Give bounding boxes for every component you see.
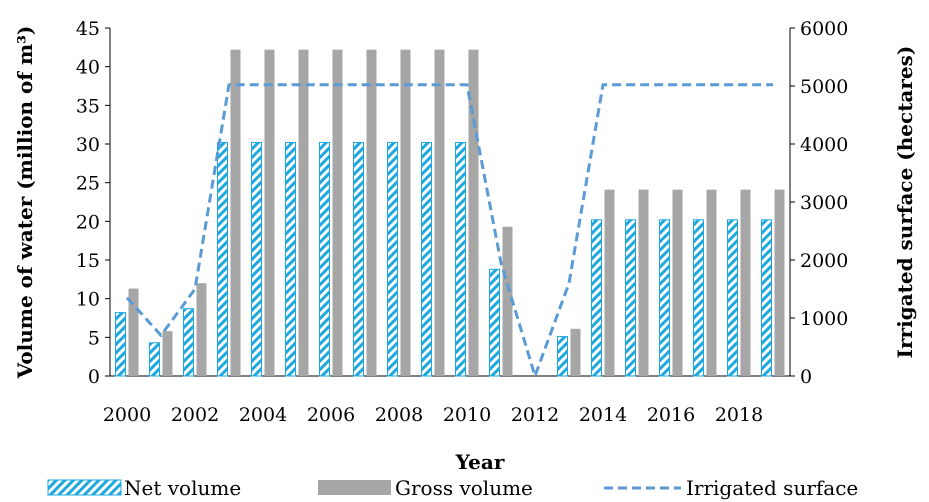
line-series [125, 83, 773, 378]
bar-gross-volume [672, 189, 683, 376]
y-left-tick-label: 0 [88, 366, 100, 388]
x-tick-label: 2008 [375, 404, 423, 426]
y-left-tick-label: 45 [76, 18, 100, 40]
bar-net-volume [659, 219, 670, 377]
bar-net-volume [387, 141, 398, 377]
bar-net-volume [353, 141, 364, 377]
y-left-tick-label: 40 [76, 57, 100, 79]
y-left-tick-label: 35 [76, 95, 100, 117]
x-tick-label: 2000 [103, 404, 151, 426]
y-left-tick-label: 20 [76, 211, 100, 233]
bar-gross-volume [774, 189, 785, 376]
x-tick-label: 2010 [443, 404, 491, 426]
bar-net-volume [489, 268, 500, 377]
x-tick-label: 2002 [171, 404, 219, 426]
y-axis-right-ticks: 0 1000 2000 3000 4000 5000 6000 [790, 18, 848, 388]
bar-net-volume [251, 141, 262, 377]
plot-area: 0 5 10 15 20 25 30 35 40 45 0 1000 2000 3000 4000 5000… [76, 18, 849, 426]
bar-net-volume [285, 141, 296, 377]
bar-net-volume [183, 308, 194, 377]
bar-gross-volume [740, 189, 751, 376]
y-left-tick-label: 10 [76, 289, 100, 311]
legend: Net volume Gross volume Irrigated surfac… [47, 476, 858, 500]
legend-item-irrigated-surface: Irrigated surface [604, 476, 858, 500]
y-right-tick-label: 5000 [800, 76, 848, 98]
bar-net-volume [455, 141, 466, 377]
bar-net-volume [693, 219, 704, 377]
bar-gross-volume [298, 49, 309, 377]
bar-gross-volume [706, 189, 717, 376]
bars [115, 49, 785, 377]
bar-net-volume [421, 141, 432, 377]
y-axis-right-title: Irrigated surface (hectares) [893, 46, 917, 359]
x-tick-label: 2018 [715, 404, 763, 426]
bar-gross-volume [162, 331, 173, 376]
y-axis-left-ticks: 0 5 10 15 20 25 30 35 40 45 [76, 18, 110, 388]
legend-label-gross-volume: Gross volume [395, 476, 533, 500]
bar-net-volume [217, 141, 228, 377]
x-tick-label: 2016 [647, 404, 695, 426]
y-right-tick-label: 0 [800, 366, 812, 388]
bar-gross-volume [468, 49, 479, 377]
y-left-tick-label: 30 [76, 134, 100, 156]
bar-net-volume [319, 141, 330, 377]
y-left-tick-label: 25 [76, 173, 100, 195]
y-right-tick-label: 2000 [800, 250, 848, 272]
bar-net-volume [761, 219, 772, 377]
x-tick-label: 2004 [239, 404, 287, 426]
x-axis-title: Year [455, 450, 505, 474]
bar-gross-volume [502, 226, 513, 376]
y-left-tick-label: 15 [76, 250, 100, 272]
bar-net-volume [149, 342, 160, 377]
x-tick-label: 2012 [511, 404, 559, 426]
bar-net-volume [727, 219, 738, 377]
legend-item-gross-volume: Gross volume [318, 476, 533, 500]
bar-gross-volume [196, 283, 207, 376]
y-left-tick-label: 5 [88, 327, 100, 349]
bar-gross-volume [570, 328, 581, 376]
x-tick-label: 2006 [307, 404, 355, 426]
y-right-tick-label: 1000 [800, 308, 848, 330]
legend-label-irrigated-surface: Irrigated surface [686, 476, 858, 500]
y-right-tick-label: 6000 [800, 18, 848, 40]
bar-gross-volume [400, 49, 411, 377]
bar-net-volume [115, 312, 126, 377]
bar-gross-volume [332, 49, 343, 377]
y-right-tick-label: 4000 [800, 134, 848, 156]
legend-swatch-gross-volume [318, 480, 391, 495]
bar-gross-volume [128, 288, 139, 376]
y-axis-left-title: Volume of water (million of m³) [13, 26, 37, 380]
bar-gross-volume [264, 49, 275, 377]
x-axis-ticks: 2000 2002 2004 2006 2008 2010 2012 2014 2016 2018 [103, 404, 763, 426]
bar-gross-volume [638, 189, 649, 376]
line-irrigated-surface [125, 83, 773, 378]
y-right-tick-label: 3000 [800, 192, 848, 214]
bar-net-volume [557, 336, 568, 377]
x-tick-label: 2014 [579, 404, 627, 426]
bar-gross-volume [434, 49, 445, 377]
legend-swatch-net-volume [47, 479, 122, 496]
legend-label-net-volume: Net volume [124, 476, 241, 500]
bar-net-volume [591, 219, 602, 377]
bar-net-volume [625, 219, 636, 377]
bar-gross-volume [604, 189, 615, 376]
bar-gross-volume [366, 49, 377, 377]
legend-item-net-volume: Net volume [47, 476, 241, 500]
bar-gross-volume [230, 49, 241, 377]
